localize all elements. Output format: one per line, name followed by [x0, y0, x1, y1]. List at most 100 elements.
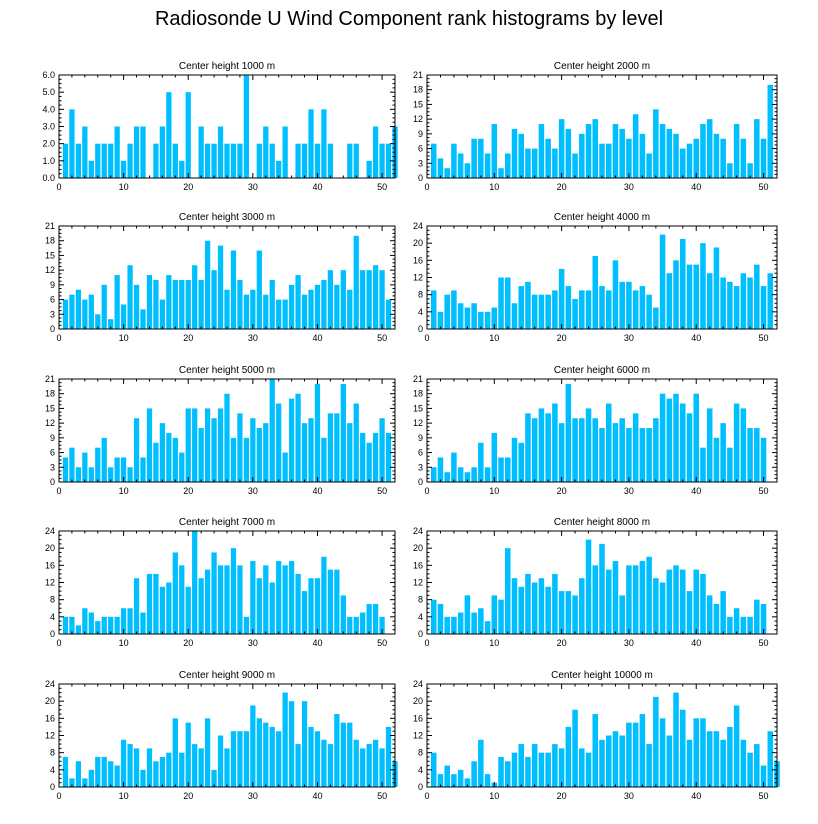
bar — [295, 143, 301, 178]
x-tick-label: 10 — [489, 333, 499, 343]
bar — [518, 133, 524, 178]
y-tick-label: 12 — [45, 418, 55, 428]
bar — [353, 616, 359, 634]
bar — [605, 735, 612, 787]
bar — [430, 599, 437, 634]
bar — [518, 586, 524, 634]
bar — [484, 153, 491, 178]
panel-title: Center height 4000 m — [554, 212, 650, 223]
bar — [464, 472, 471, 482]
bar — [95, 143, 101, 178]
bar — [680, 709, 686, 787]
bar — [545, 586, 551, 634]
bar — [538, 578, 545, 634]
bar — [263, 423, 269, 482]
bar — [498, 457, 504, 482]
bar — [754, 119, 760, 178]
bar — [619, 595, 625, 635]
bar — [198, 279, 204, 329]
bar — [632, 114, 639, 178]
bar — [347, 423, 353, 482]
bar — [632, 722, 639, 788]
bar — [700, 573, 706, 634]
x-tick-label: 0 — [56, 791, 61, 801]
bar — [75, 761, 82, 787]
bar — [498, 277, 504, 329]
bar — [198, 428, 204, 482]
bar — [484, 311, 491, 329]
x-tick-label: 30 — [624, 182, 634, 192]
bar — [653, 696, 659, 788]
x-tick-label: 50 — [377, 638, 387, 648]
bar — [269, 279, 275, 329]
bar — [538, 752, 545, 787]
bar — [153, 761, 159, 787]
bar — [639, 133, 646, 178]
bar — [659, 393, 666, 482]
bar — [256, 578, 262, 634]
bar — [366, 744, 372, 787]
bar — [457, 303, 464, 329]
bar — [612, 124, 619, 178]
y-tick-label: 20 — [413, 696, 423, 706]
bar — [592, 119, 599, 178]
bar — [172, 437, 178, 482]
bar — [243, 437, 250, 482]
bar — [108, 616, 114, 634]
bar — [639, 428, 646, 482]
bar — [295, 744, 301, 787]
bar — [347, 143, 353, 178]
bar — [478, 442, 484, 482]
bar — [276, 561, 282, 634]
bar — [444, 294, 450, 329]
bar — [276, 299, 282, 329]
bar — [760, 286, 767, 329]
y-tick-label: 15 — [413, 99, 423, 109]
y-tick-label: 21 — [413, 374, 423, 384]
bar — [340, 722, 346, 788]
bar — [531, 294, 538, 329]
x-tick-label: 20 — [183, 638, 193, 648]
y-tick-label: 5.0 — [42, 87, 55, 97]
bar — [120, 608, 127, 634]
bar — [379, 616, 385, 634]
bar — [713, 437, 720, 482]
y-tick-label: 8 — [418, 748, 423, 758]
bar — [172, 552, 178, 634]
bar — [159, 423, 166, 482]
bar — [740, 273, 747, 329]
bar — [538, 408, 545, 482]
panel-4: Center height 4000 m 0 4 8 12 16 20 24 0 10 20 30 40… — [413, 212, 778, 343]
bar — [237, 413, 243, 482]
panel-2: Center height 2000 m 0 3 6 9 12 15 18 21 0 10 20 30 4… — [413, 61, 778, 192]
bar — [626, 565, 632, 634]
bar — [192, 744, 198, 787]
bar — [301, 701, 308, 787]
bar — [159, 756, 166, 787]
bar — [572, 709, 578, 787]
x-tick-label: 40 — [691, 638, 701, 648]
bar — [693, 393, 699, 482]
y-tick-label: 21 — [413, 70, 423, 80]
bar — [347, 616, 353, 634]
y-tick-label: 12 — [45, 265, 55, 275]
bar — [720, 277, 726, 329]
bar — [484, 621, 491, 635]
bar — [379, 748, 385, 788]
panel-title: Center height 9000 m — [179, 670, 275, 681]
bar — [185, 408, 191, 482]
bar — [114, 275, 120, 329]
bar — [321, 437, 327, 482]
bar — [172, 718, 178, 787]
bar — [565, 286, 572, 329]
y-tick-label: 6 — [418, 448, 423, 458]
x-tick-label: 0 — [424, 333, 429, 343]
bar — [545, 413, 551, 482]
bar — [511, 128, 518, 178]
bar — [192, 408, 198, 482]
bar — [653, 307, 659, 329]
x-tick-label: 50 — [377, 791, 387, 801]
bar — [166, 275, 172, 329]
bar — [263, 565, 269, 634]
bar — [153, 573, 159, 634]
